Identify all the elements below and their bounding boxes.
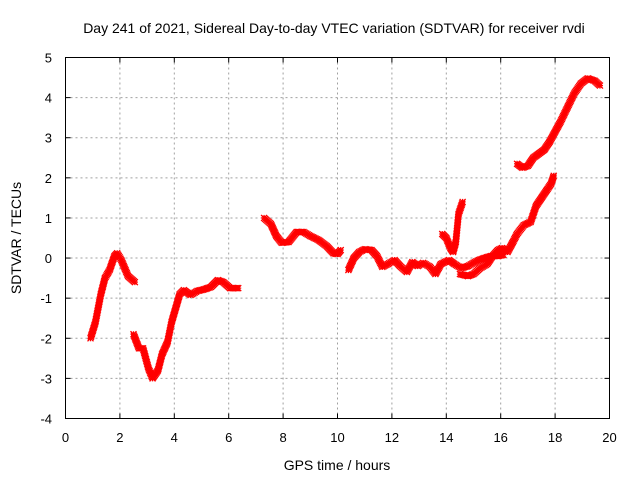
y-tick-labels: -4 -3 -2 -1 0 1 2 3 4 5	[40, 51, 52, 427]
y-tick-label: -4	[40, 412, 52, 427]
y-tick-label: 5	[45, 51, 52, 66]
x-tick-label: 8	[279, 430, 286, 445]
x-tick-label: 14	[439, 430, 453, 445]
y-tick-label: 0	[45, 251, 52, 266]
data-points	[87, 74, 604, 382]
data-point	[459, 198, 467, 206]
y-tick-label: 4	[45, 91, 52, 106]
data-point	[337, 246, 345, 254]
data-point	[550, 172, 558, 180]
x-axis-label: GPS time / hours	[284, 457, 391, 473]
x-tick-label: 0	[62, 430, 69, 445]
data-point	[596, 82, 604, 90]
x-tick-label: 20	[602, 430, 616, 445]
data-point	[131, 278, 139, 286]
x-tick-label: 2	[116, 430, 123, 445]
y-axis-label: SDTVAR / TECUs	[8, 182, 24, 294]
x-tick-label: 4	[171, 430, 178, 445]
gridlines	[65, 57, 610, 419]
y-tick-label: 3	[45, 131, 52, 146]
x-tick-labels: 0 2 4 6 8 10 12 14 16 18 20	[62, 430, 617, 445]
chart-title: Day 241 of 2021, Sidereal Day-to-day VTE…	[83, 20, 585, 36]
x-tick-label: 12	[385, 430, 399, 445]
plot-frame	[65, 57, 610, 419]
x-tick-label: 16	[493, 430, 507, 445]
y-tick-label: -2	[40, 331, 52, 346]
y-tick-label: -3	[40, 371, 52, 386]
data-point	[234, 284, 242, 292]
y-tick-label: 2	[45, 171, 52, 186]
x-tick-label: 6	[225, 430, 232, 445]
x-tick-label: 18	[548, 430, 562, 445]
y-tick-label: -1	[40, 291, 52, 306]
x-tick-label: 10	[330, 430, 344, 445]
y-tick-label: 1	[45, 211, 52, 226]
